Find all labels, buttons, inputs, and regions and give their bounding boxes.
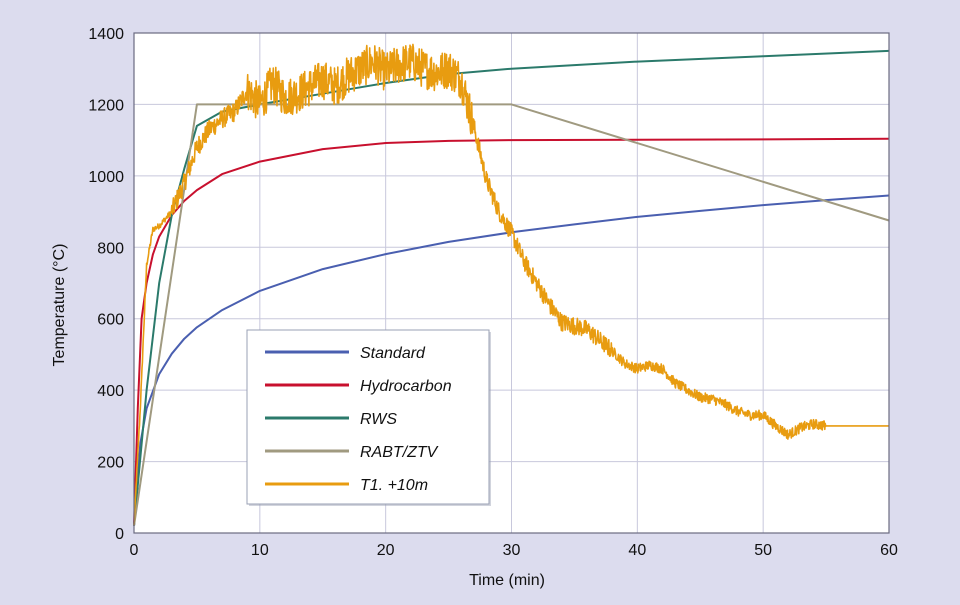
y-tick-label: 600: [97, 312, 124, 329]
plot-frame: [133, 32, 890, 534]
y-tick-label: 800: [97, 240, 124, 257]
y-tick-label: 400: [97, 383, 124, 400]
x-tick-label: 40: [628, 542, 646, 559]
y-tick-label: 200: [97, 455, 124, 472]
x-tick-label: 30: [503, 542, 521, 559]
y-axis-title: Temperature (°C): [51, 244, 68, 367]
x-tick-label: 20: [377, 542, 395, 559]
legend-label: T1. +10m: [360, 477, 428, 494]
legend-label: Standard: [360, 345, 426, 362]
y-tick-label: 1400: [88, 26, 124, 43]
legend-box: [246, 329, 490, 505]
x-tick-label: 60: [880, 542, 898, 559]
series-line-standard: [133, 194, 890, 526]
series-line-t1-10m: [133, 43, 890, 526]
x-axis-title: Time (min): [469, 572, 545, 589]
y-tick-label: 1000: [88, 169, 124, 186]
x-tick-label: 10: [251, 542, 269, 559]
legend-label: RWS: [360, 411, 397, 428]
legend-label: RABT/ZTV: [360, 444, 439, 461]
legend-label: Hydrocarbon: [360, 378, 452, 395]
y-tick-label: 0: [115, 526, 124, 543]
series-line-rabt-ztv: [133, 103, 890, 527]
x-tick-label: 50: [754, 542, 772, 559]
x-tick-label: 0: [130, 542, 139, 559]
y-tick-label: 1200: [88, 97, 124, 114]
